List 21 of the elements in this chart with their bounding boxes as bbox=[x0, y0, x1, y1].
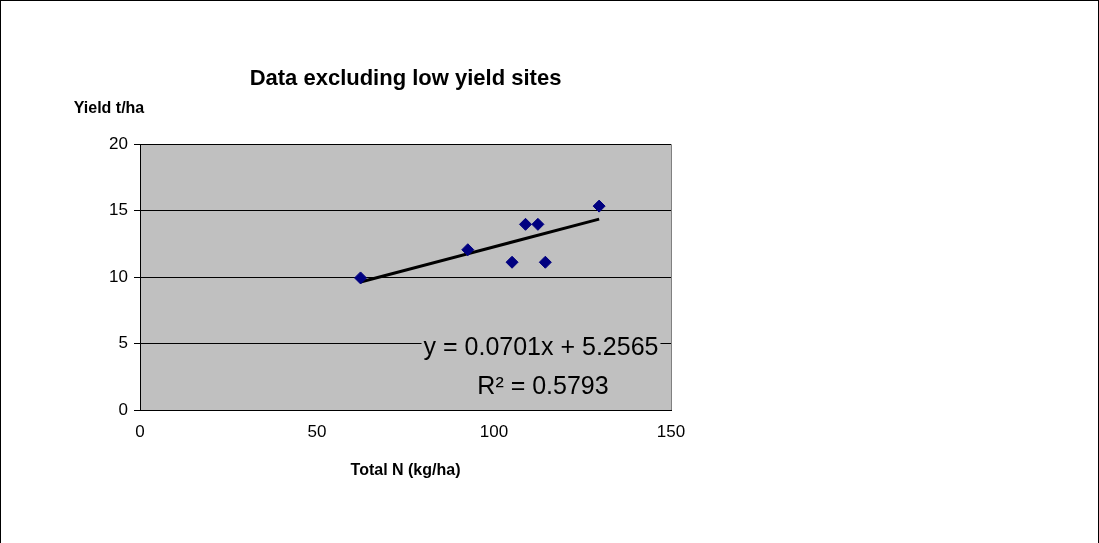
point bbox=[592, 199, 606, 213]
point bbox=[538, 255, 552, 269]
y-tick-label: 15 bbox=[109, 200, 128, 220]
x-tick-label: 0 bbox=[135, 421, 145, 441]
y-tick-label: 0 bbox=[118, 399, 128, 419]
annotation: y = 0.0701x + 5.2565 bbox=[423, 331, 659, 360]
y-axis-title: Yield t/ha bbox=[73, 99, 145, 117]
point bbox=[519, 217, 533, 231]
y-tick-label: 20 bbox=[109, 133, 128, 153]
point bbox=[531, 217, 545, 231]
chart-title: Data excluding low yield sites bbox=[249, 65, 562, 91]
x-tick-label: 50 bbox=[307, 421, 327, 441]
point bbox=[505, 255, 519, 269]
y-tick-label: 10 bbox=[109, 266, 128, 286]
x-axis-title: Total N (kg/ha) bbox=[350, 461, 461, 479]
y-tick-label: 5 bbox=[118, 333, 128, 353]
x-tick-label: 100 bbox=[479, 421, 509, 441]
point bbox=[354, 271, 368, 285]
point bbox=[461, 243, 475, 257]
x-tick-label: 150 bbox=[656, 421, 686, 441]
annotation: R² = 0.5793 bbox=[477, 370, 609, 399]
